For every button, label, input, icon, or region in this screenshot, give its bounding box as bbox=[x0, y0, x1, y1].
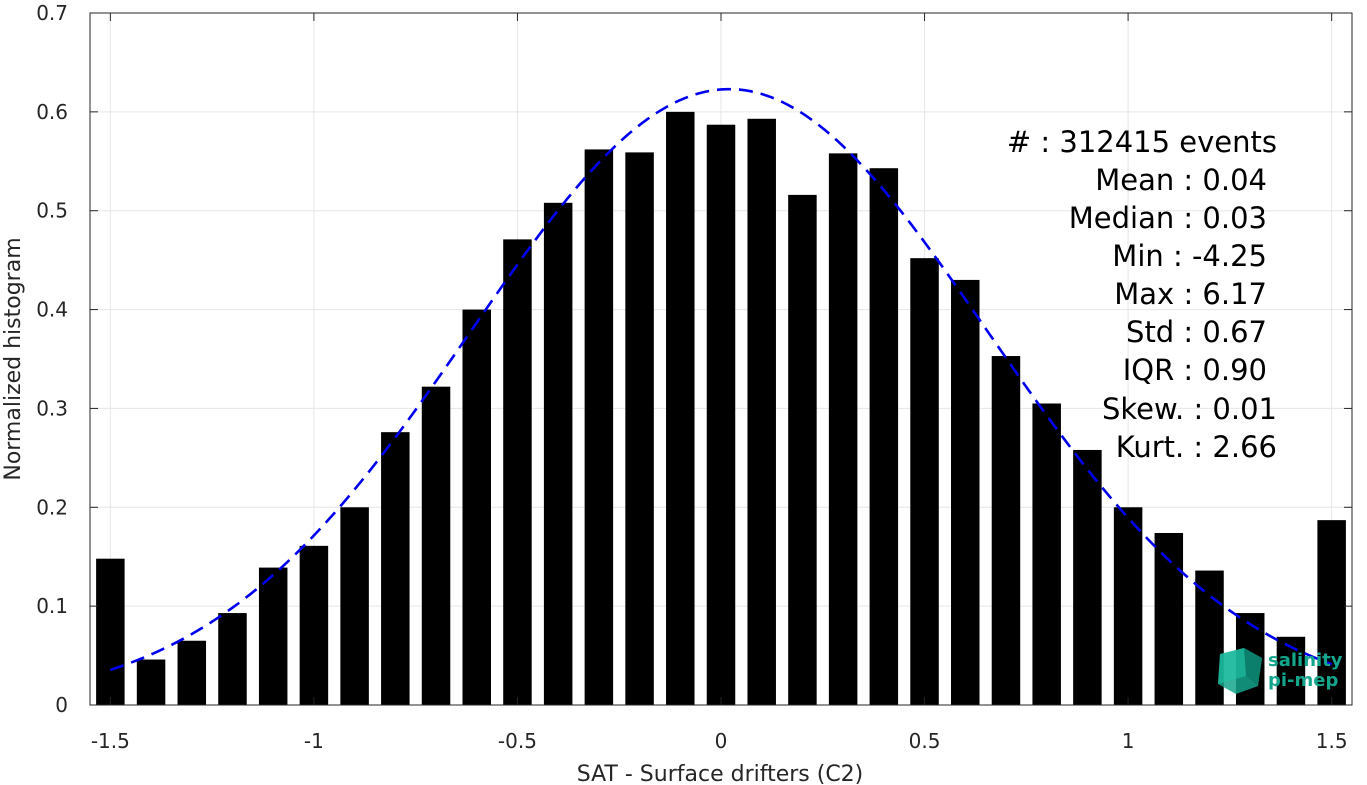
y-tick-label: 0.4 bbox=[36, 298, 68, 322]
histogram-bar bbox=[625, 152, 654, 706]
histogram-bar bbox=[340, 507, 369, 705]
y-tick-label: 0.5 bbox=[36, 199, 68, 223]
y-tick-labels: 0 0.1 0.2 0.3 0.4 0.5 0.6 0.7 bbox=[36, 1, 68, 717]
y-tick-label: 0.3 bbox=[36, 396, 68, 420]
histogram-bar bbox=[96, 558, 125, 705]
histogram-bar bbox=[1195, 570, 1224, 705]
histogram-bar bbox=[543, 202, 573, 705]
y-tick-label: 0.6 bbox=[36, 100, 68, 124]
stat-skew: Skew. : 0.01 bbox=[1102, 392, 1277, 426]
histogram-bar bbox=[136, 659, 166, 705]
y-tick-label: 0 bbox=[55, 693, 68, 717]
logo-line1: salinity bbox=[1268, 650, 1343, 671]
histogram-bar bbox=[910, 258, 939, 705]
logo-line2: pi-mep bbox=[1268, 670, 1338, 691]
stat-mean: Mean : 0.04 bbox=[1095, 163, 1267, 197]
x-tick-label: 0.5 bbox=[909, 729, 941, 753]
histogram-bar bbox=[177, 640, 207, 705]
stat-max: Max : 6.17 bbox=[1114, 277, 1267, 311]
histogram-bar bbox=[381, 432, 410, 705]
y-tick-label: 0.1 bbox=[36, 594, 68, 618]
histogram-bar bbox=[747, 118, 776, 705]
histogram-bar bbox=[462, 309, 491, 705]
histogram-bar bbox=[828, 153, 858, 705]
statistics-box: # : 312415 events Mean : 0.04 Median : 0… bbox=[1007, 125, 1277, 464]
histogram-bar bbox=[1073, 449, 1102, 705]
histogram-bar bbox=[1113, 507, 1143, 705]
x-tick-label: 1.5 bbox=[1316, 729, 1348, 753]
x-axis-label: SAT - Surface drifters (C2) bbox=[577, 762, 864, 785]
stat-iqr: IQR : 0.90 bbox=[1123, 353, 1267, 387]
x-tick-label: 1 bbox=[1122, 729, 1135, 753]
x-tick-label: 0 bbox=[715, 729, 728, 753]
histogram-bar bbox=[991, 356, 1021, 705]
histogram-bar bbox=[503, 239, 532, 705]
histogram-bar bbox=[421, 386, 451, 705]
histogram-bar bbox=[706, 124, 736, 706]
x-tick-label: -1.5 bbox=[91, 729, 130, 753]
stat-median: Median : 0.03 bbox=[1069, 201, 1267, 235]
histogram-bar bbox=[584, 149, 614, 705]
histogram-bar bbox=[788, 194, 817, 705]
histogram-bar bbox=[299, 545, 329, 705]
x-tick-label: -1 bbox=[304, 729, 324, 753]
histogram-bar bbox=[1032, 403, 1061, 705]
x-tick-labels: -1.5 -1 -0.5 0 0.5 1 1.5 bbox=[91, 729, 1348, 753]
stat-min: Min : -4.25 bbox=[1112, 239, 1267, 273]
salinity-pimep-logo: salinity pi-mep bbox=[1218, 648, 1343, 694]
y-axis-label: Normalized histogram bbox=[1, 237, 26, 480]
x-tick-label: -0.5 bbox=[498, 729, 537, 753]
histogram-bar bbox=[218, 613, 247, 705]
y-tick-label: 0.7 bbox=[36, 1, 68, 25]
y-tick-label: 0.2 bbox=[36, 495, 68, 519]
histogram-bar bbox=[951, 279, 980, 705]
stat-std: Std : 0.67 bbox=[1126, 315, 1267, 349]
histogram-bar bbox=[1317, 520, 1346, 705]
stat-events: # : 312415 events bbox=[1007, 125, 1277, 159]
histogram-bar bbox=[869, 168, 899, 706]
stat-kurt: Kurt. : 2.66 bbox=[1116, 430, 1277, 464]
gaussian-fit-curve bbox=[109, 87, 1333, 672]
axis-ticks bbox=[90, 12, 1352, 706]
histogram-bars bbox=[96, 111, 1346, 706]
histogram-bar bbox=[666, 111, 695, 706]
histogram-bar bbox=[258, 567, 288, 705]
